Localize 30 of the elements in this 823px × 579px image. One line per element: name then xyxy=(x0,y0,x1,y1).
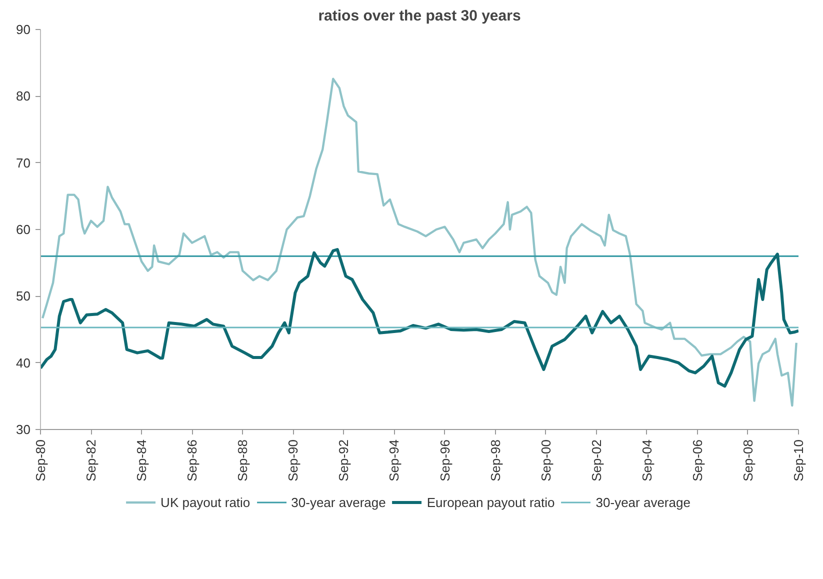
chart-title: ratios over the past 30 years xyxy=(318,8,521,24)
x-tick-label: Sep-80 xyxy=(33,440,48,482)
legend-label: 30-year average xyxy=(291,494,386,510)
x-tick-label: Sep-82 xyxy=(84,440,98,482)
y-tick-label: 40 xyxy=(16,355,31,370)
y-tick-label: 80 xyxy=(16,88,31,104)
x-tick-label: Sep-92 xyxy=(336,440,352,482)
x-tick-label: Sep-84 xyxy=(134,440,150,482)
y-tick-label: 30 xyxy=(16,422,31,437)
x-tick-label: Sep-90 xyxy=(286,440,301,482)
legend-label: UK payout ratio xyxy=(160,494,250,510)
line-series xyxy=(40,248,798,388)
x-tick-label: Sep-02 xyxy=(588,440,604,482)
x-tick-label: Sep-88 xyxy=(235,440,250,482)
legend-label: European payout ratio xyxy=(426,494,555,510)
x-tick-label: Sep-04 xyxy=(639,440,654,482)
y-tick-label: 90 xyxy=(16,22,31,37)
x-tick-label: Sep-00 xyxy=(538,440,554,482)
y-tick-label: 50 xyxy=(16,288,31,304)
legend-label: 30-year average xyxy=(596,494,690,510)
x-tick-label: Sep-98 xyxy=(488,440,503,482)
x-tick-label: Sep-10 xyxy=(791,440,806,482)
y-tick-label: 70 xyxy=(16,155,31,170)
x-tick-label: Sep-08 xyxy=(740,440,756,482)
y-tick-label: 60 xyxy=(16,222,31,237)
line-series xyxy=(41,78,798,407)
x-tick-label: Sep-06 xyxy=(690,440,705,482)
x-tick-label: Sep-96 xyxy=(437,440,452,482)
x-tick-label: Sep-94 xyxy=(386,440,402,482)
x-tick-label: Sep-86 xyxy=(184,440,200,482)
